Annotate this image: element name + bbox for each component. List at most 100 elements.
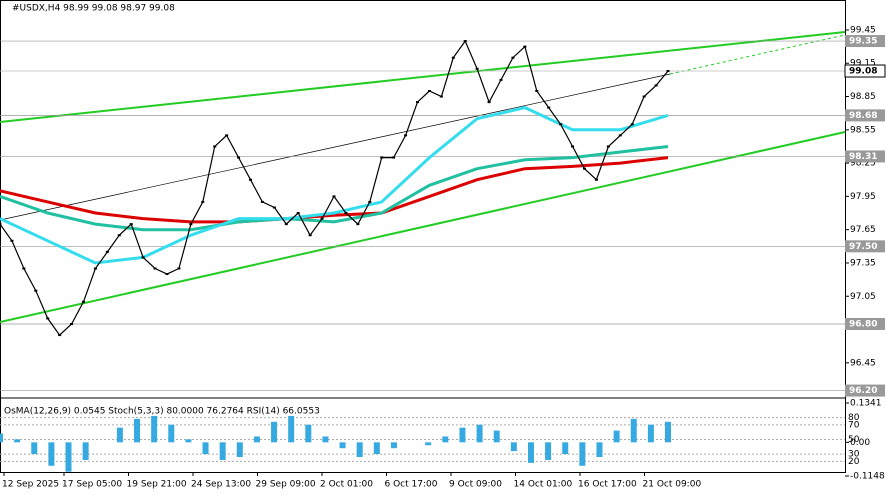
candle-tick [332, 195, 336, 198]
candle-tick [463, 40, 467, 43]
time-label: 2 Oct 01:00 [320, 480, 373, 490]
time-label: 19 Sep 21:00 [127, 480, 187, 490]
candle-tick [499, 78, 503, 81]
candle-tick [153, 267, 157, 270]
candle-tick [487, 101, 491, 104]
osma-bar [510, 442, 517, 452]
osma-bar [151, 415, 158, 443]
osma-tick-label: -0.1148 [850, 472, 885, 482]
level-label: 96.80 [849, 319, 877, 329]
osma-bar [545, 442, 552, 460]
level-box [845, 317, 885, 330]
level-label: 98.68 [849, 111, 877, 121]
level-label: 98.31 [849, 152, 877, 162]
osma-bar [134, 418, 141, 443]
level-label: 99.08 [849, 67, 877, 77]
candle-tick [201, 200, 205, 203]
osma-bar [339, 442, 346, 449]
candle-tick [630, 123, 634, 126]
osma-bar [322, 436, 329, 443]
candle-tick [46, 317, 50, 320]
time-label: 21 Oct 09:00 [643, 480, 702, 490]
candle-tick [70, 322, 74, 325]
osma-bar [373, 442, 380, 455]
candle-tick [10, 239, 14, 242]
osma-bar [390, 442, 397, 449]
y-tick-label: 96.45 [850, 358, 876, 368]
osma-bar [356, 442, 363, 457]
candle-tick [356, 223, 360, 226]
y-tick-label: 97.95 [850, 192, 876, 202]
osma-bar [185, 439, 192, 443]
candle-tick [34, 289, 38, 292]
osma-bar [476, 424, 483, 443]
candle-tick [642, 95, 646, 98]
level-box [844, 64, 886, 78]
candle-tick [559, 123, 563, 126]
channel-mid [0, 73, 671, 221]
stoch-tick-label: 50 [848, 435, 860, 445]
level-box [845, 109, 885, 122]
candle-tick [237, 156, 241, 159]
candle-tick [165, 273, 169, 276]
stoch-tick-label: 70 [848, 420, 860, 430]
candle-tick [571, 145, 575, 148]
channel-lower [0, 131, 846, 323]
level-box [845, 150, 885, 163]
candle-tick [284, 223, 288, 226]
candle-tick [129, 223, 133, 226]
osma-bar [647, 424, 654, 443]
candle-tick [225, 134, 229, 137]
candle-tick [22, 267, 26, 270]
y-tick-label: 98.25 [850, 159, 876, 169]
candle-tick [0, 223, 2, 226]
candle-tick [535, 89, 539, 92]
osma-bar [0, 433, 3, 443]
osma-bar [630, 418, 637, 443]
osma-bar [596, 442, 603, 457]
candle-tick [344, 212, 348, 215]
time-label: 12 Sep 2025 [2, 480, 59, 490]
y-tick-label: 98.55 [850, 125, 876, 135]
candle-tick [368, 200, 372, 203]
y-tick-label: 97.65 [850, 225, 876, 235]
candle-tick [82, 300, 85, 303]
candle-tick [296, 212, 300, 215]
level-label: 96.20 [849, 386, 877, 396]
osma-bar [527, 442, 534, 463]
level-box [845, 384, 885, 397]
candle-tick [618, 134, 622, 137]
level-label: 97.50 [849, 242, 877, 252]
level-box [845, 240, 885, 253]
osma-bar [288, 415, 295, 443]
channel-upper [0, 31, 846, 123]
candle-tick [392, 156, 396, 159]
osma-bar [271, 421, 278, 443]
candle-tick [249, 178, 252, 181]
osma-bar [493, 430, 500, 443]
osma-bar [31, 442, 38, 455]
time-label: 29 Sep 09:00 [256, 480, 316, 490]
osma-bar [459, 427, 466, 443]
osma-bar [168, 424, 175, 443]
osma-bar [613, 430, 620, 443]
frame [0, 0, 846, 473]
candle-tick [177, 267, 181, 270]
time-label: 16 Oct 17:00 [578, 480, 637, 490]
time-label: 24 Sep 13:00 [191, 480, 251, 490]
candle-tick [308, 234, 312, 237]
candle-tick [427, 89, 431, 92]
chart-header: #USDX,H4 98.99 99.08 98.97 99.08 [12, 4, 175, 14]
y-tick-label: 97.05 [850, 292, 876, 302]
osma-bar [65, 442, 72, 472]
osma-bar [202, 442, 209, 455]
time-label: 9 Oct 09:00 [449, 480, 502, 490]
candle-tick [189, 223, 193, 226]
candle-tick [523, 45, 527, 48]
candle-tick [451, 56, 455, 59]
osma-bar [562, 442, 569, 455]
stoch-tick-label: 20 [848, 457, 860, 467]
ma-mid [0, 145, 669, 232]
